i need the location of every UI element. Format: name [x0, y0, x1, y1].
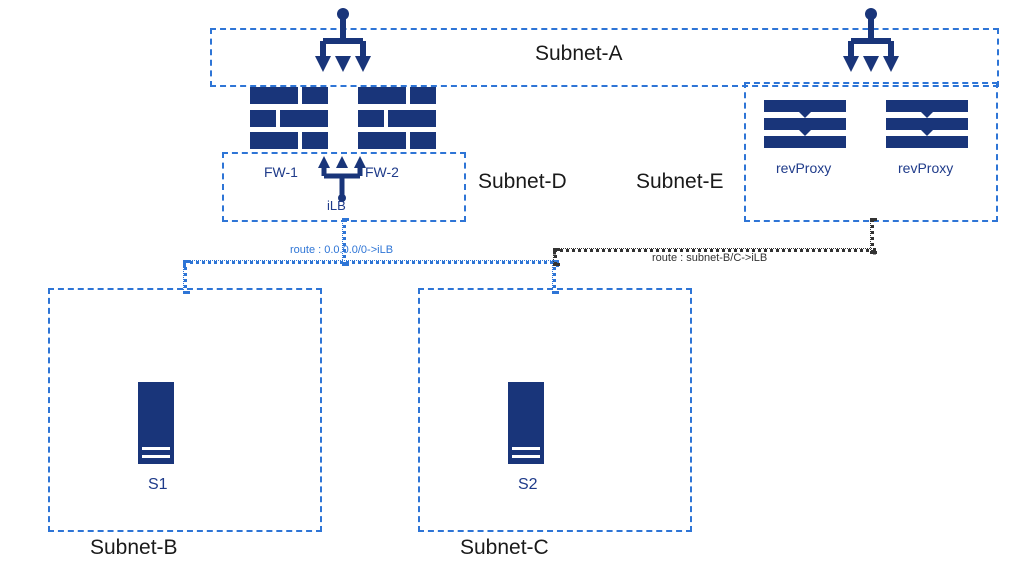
subnet-b-box — [48, 288, 322, 532]
ilb-label: iLB — [327, 198, 346, 213]
subnet-e-label: Subnet-E — [636, 170, 724, 194]
load-balancer-left-icon — [308, 6, 378, 76]
revproxy-1-label: revProxy — [776, 160, 831, 176]
revproxy-2-label: revProxy — [898, 160, 953, 176]
firewall-1-icon — [250, 87, 328, 149]
subnet-a-label: Subnet-A — [535, 42, 623, 66]
server-s2-icon — [508, 382, 544, 464]
subnet-c-label: Subnet-C — [460, 536, 549, 560]
ilb-icon — [312, 154, 372, 202]
route-line-left-h — [183, 260, 559, 264]
subnet-b-label: Subnet-B — [90, 536, 178, 560]
subnet-d-label: Subnet-D — [478, 170, 567, 194]
route-line-left — [342, 218, 346, 266]
route-right-label: route : subnet-B/C->iLB — [652, 252, 767, 264]
revproxy-2-icon — [886, 100, 968, 148]
server-s1-icon — [138, 382, 174, 464]
subnet-c-box — [418, 288, 692, 532]
route-line-right-drop — [553, 248, 557, 266]
fw1-label: FW-1 — [264, 164, 298, 180]
firewall-2-icon — [358, 87, 436, 149]
server-s2-label: S2 — [518, 476, 538, 494]
server-s1-label: S1 — [148, 476, 168, 494]
load-balancer-right-icon — [836, 6, 906, 76]
revproxy-1-icon — [764, 100, 846, 148]
route-left-label: route : 0.0.0.0/0->iLB — [290, 244, 393, 256]
